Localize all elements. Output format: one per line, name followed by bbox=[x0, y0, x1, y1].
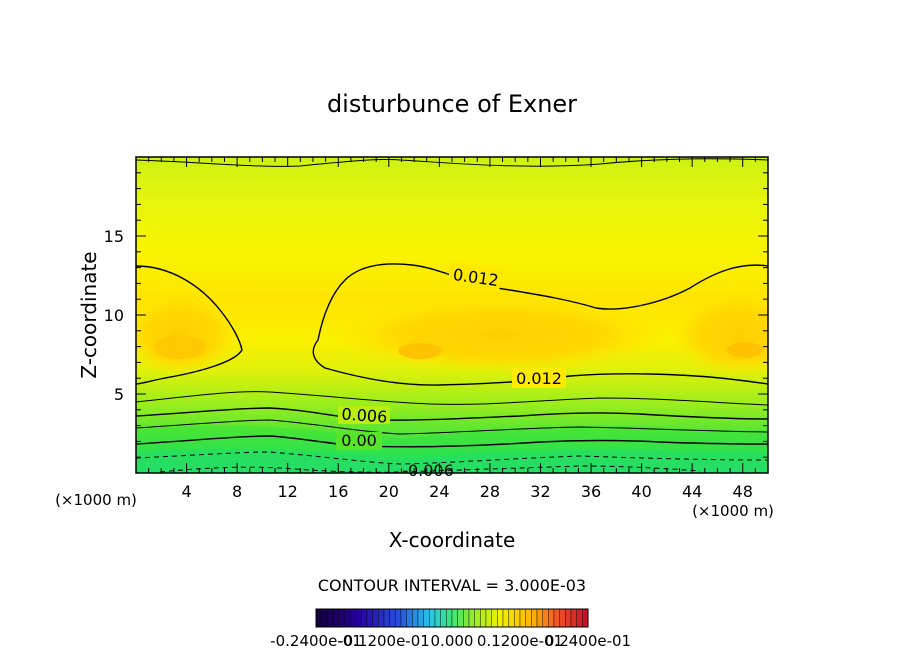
colorbar-cell bbox=[315, 608, 322, 628]
colorbar-cell bbox=[457, 608, 464, 628]
colorbar-cell bbox=[570, 608, 577, 628]
colorbar-cell bbox=[383, 608, 390, 628]
colorbar-cell bbox=[525, 608, 532, 628]
x-tick-label: 36 bbox=[581, 482, 601, 501]
contour-label-neg0.006: -0.006 bbox=[402, 461, 454, 480]
x-unit-right: (×1000 m) bbox=[692, 502, 774, 520]
contour-line-neg0.006 bbox=[159, 465, 701, 473]
x-tick-label: 28 bbox=[480, 482, 500, 501]
colorbar-cell bbox=[519, 608, 526, 628]
axis-ticks bbox=[136, 157, 768, 473]
colorbar-cell bbox=[338, 608, 345, 628]
colorbar-cell bbox=[400, 608, 407, 628]
colorbar-cell bbox=[412, 608, 419, 628]
contour-lines bbox=[136, 158, 768, 473]
colorbar-cell bbox=[395, 608, 402, 628]
colorbar-cell bbox=[582, 608, 589, 628]
x-tick-label: 8 bbox=[232, 482, 242, 501]
colorbar-cell bbox=[576, 608, 583, 628]
contour-line-0.000 bbox=[136, 435, 768, 448]
contour-labels: 0.012 0.012 0.006 0.00 -0.006 bbox=[336, 262, 566, 480]
colorbar-cell bbox=[446, 608, 453, 628]
colorbar-cell bbox=[474, 608, 481, 628]
x-tick-label: 24 bbox=[429, 482, 449, 501]
colorbar-tick-label: 0.1200e-01 bbox=[477, 632, 563, 650]
x-tick-label: 40 bbox=[631, 482, 651, 501]
colorbar-tick-label: 0.000 bbox=[431, 632, 474, 650]
x-axis-label: X-coordinate bbox=[389, 528, 516, 552]
colorbar-cell bbox=[514, 608, 521, 628]
colorbar-cell bbox=[349, 608, 356, 628]
colorbar-cell bbox=[463, 608, 470, 628]
colorbar-cell bbox=[332, 608, 339, 628]
colorbar-cell bbox=[497, 608, 504, 628]
x-tick-label: 12 bbox=[278, 482, 298, 501]
colorbar-cell bbox=[406, 608, 413, 628]
colorbar-cell bbox=[440, 608, 447, 628]
colorbar-cell bbox=[321, 608, 328, 628]
y-tick-label: 10 bbox=[104, 306, 124, 325]
colorbar-cell bbox=[491, 608, 498, 628]
x-tick-labels: 4 8 12 16 20 24 28 32 36 40 44 48 bbox=[181, 482, 752, 501]
y-tick-label: 5 bbox=[114, 385, 124, 404]
x-tick-label: 16 bbox=[328, 482, 348, 501]
colorbar-cell bbox=[480, 608, 487, 628]
colorbar bbox=[315, 608, 589, 628]
y-tick-label: 15 bbox=[104, 227, 124, 246]
y-tick-labels: 5 10 15 bbox=[104, 227, 124, 404]
colorbar-cell bbox=[417, 608, 424, 628]
colorbar-cell bbox=[434, 608, 441, 628]
contour-line-neg0.003 bbox=[136, 451, 768, 465]
colorbar-cell bbox=[531, 608, 538, 628]
x-tick-label: 44 bbox=[682, 482, 702, 501]
colorbar-cell bbox=[542, 608, 549, 628]
colorbar-cell bbox=[327, 608, 334, 628]
colorbar-cell bbox=[423, 608, 430, 628]
colorbar-cell bbox=[389, 608, 396, 628]
colorbar-cell bbox=[559, 608, 566, 628]
colorbar-cell bbox=[565, 608, 572, 628]
contour-label-0.006: 0.006 bbox=[341, 404, 388, 426]
colorbar-cell bbox=[344, 608, 351, 628]
colorbar-cell bbox=[429, 608, 436, 628]
y-axis-label: Z-coordinate bbox=[77, 251, 101, 378]
contour-line-0.012-right bbox=[312, 263, 768, 386]
colorbar-cell bbox=[372, 608, 379, 628]
contour-line-0.003 bbox=[136, 419, 768, 435]
colorbar-tick-label: -0.2400e-01 bbox=[270, 632, 362, 650]
x-tick-label: 20 bbox=[379, 482, 399, 501]
colorbar-cell bbox=[355, 608, 362, 628]
contour-line-0.018 bbox=[136, 158, 768, 167]
colorbar-cell bbox=[451, 608, 458, 628]
colorbar-cell bbox=[378, 608, 385, 628]
chart-title: disturbunce of Exner bbox=[327, 90, 577, 118]
colorbar-tick-label: -0.1200e-01 bbox=[338, 632, 430, 650]
x-tick-label: 48 bbox=[733, 482, 753, 501]
colorbar-cell bbox=[366, 608, 373, 628]
contour-field bbox=[136, 157, 768, 473]
contour-line-0.006 bbox=[136, 407, 768, 421]
colorbar-tick-label: 0.2400e-01 bbox=[545, 632, 631, 650]
x-unit-left: (×1000 m) bbox=[55, 491, 137, 509]
x-tick-label: 32 bbox=[530, 482, 550, 501]
contour-line-0.012-left bbox=[136, 265, 243, 385]
x-tick-label: 4 bbox=[181, 482, 191, 501]
colorbar-cell bbox=[548, 608, 555, 628]
colorbar-cell bbox=[553, 608, 560, 628]
colorbar-cell bbox=[485, 608, 492, 628]
colorbar-cell bbox=[508, 608, 515, 628]
colorbar-tick-labels: -0.2400e-01-0.1200e-01 0.000 0.1200e-010.2… bbox=[270, 632, 631, 650]
contour-line-0.009 bbox=[136, 391, 768, 406]
contour-label-0.012-lower: 0.012 bbox=[516, 369, 562, 388]
contour-label-0.00: 0.00 bbox=[341, 431, 377, 450]
colorbar-cell bbox=[361, 608, 368, 628]
colorbar-cell bbox=[536, 608, 543, 628]
colorbar-cell bbox=[502, 608, 509, 628]
colorbar-frame bbox=[315, 608, 589, 628]
colorbar-cell bbox=[468, 608, 475, 628]
contour-interval-text: CONTOUR INTERVAL = 3.000E-03 bbox=[318, 576, 586, 595]
